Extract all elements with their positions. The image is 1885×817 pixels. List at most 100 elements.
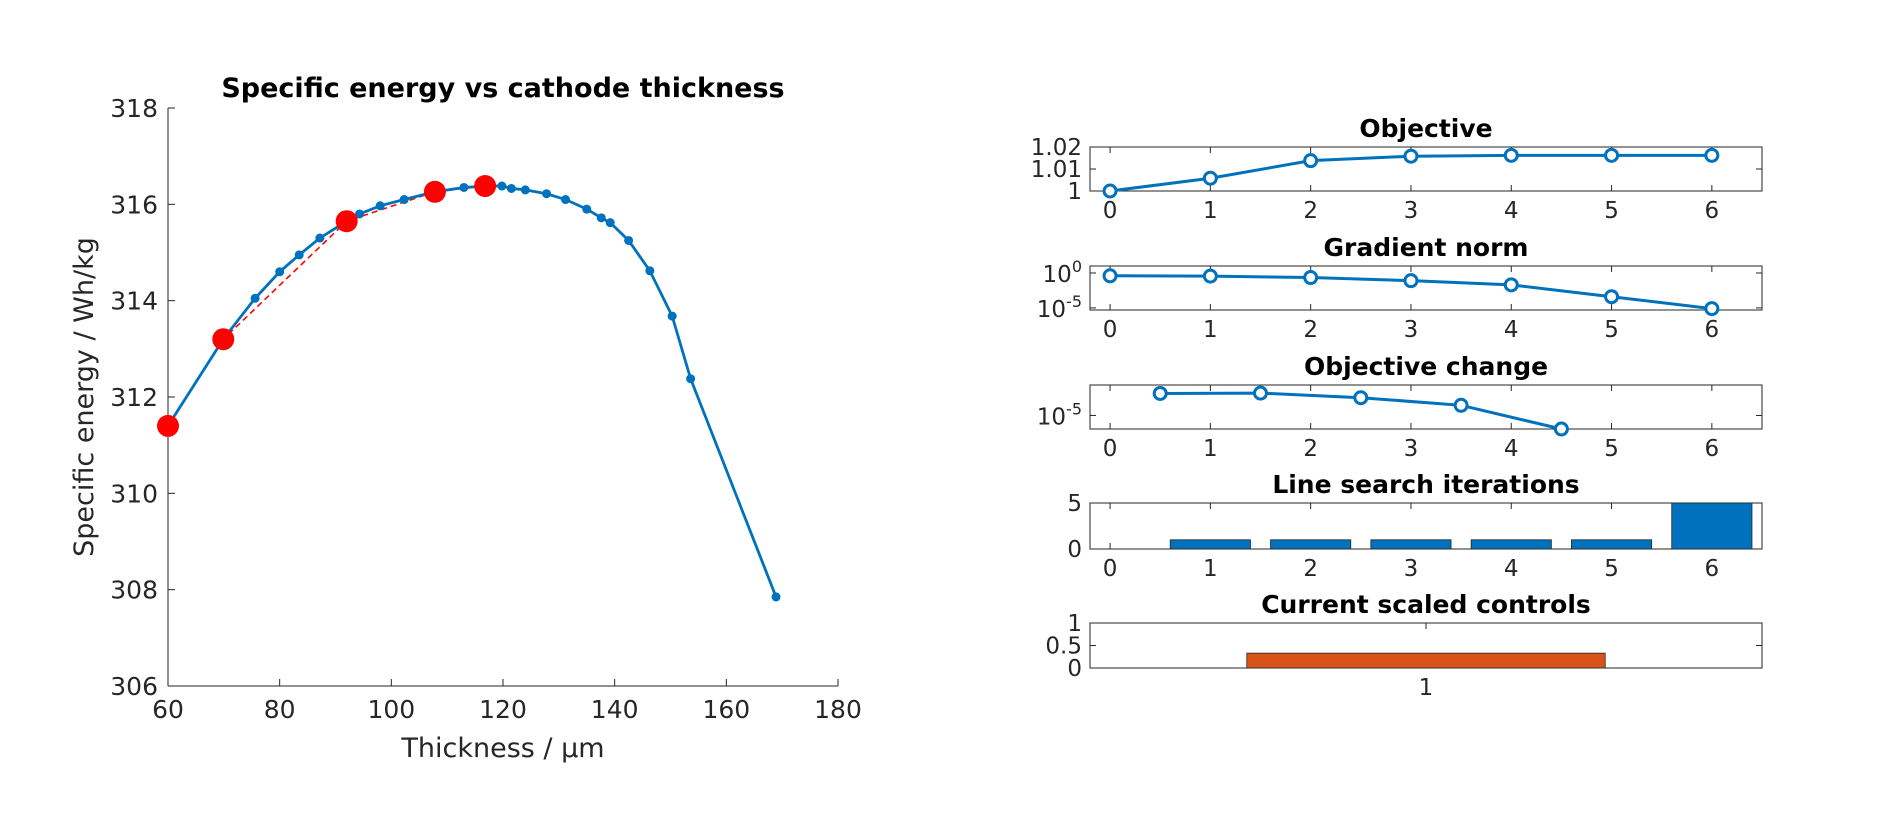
panel-data-point	[1604, 147, 1620, 163]
panel-x-tick-label: 1	[1203, 198, 1218, 224]
red-marker-point	[423, 180, 446, 203]
y-tick-label: 306	[110, 672, 158, 701]
blue-data-point	[355, 209, 365, 219]
panel-title: Line search iterations	[1272, 470, 1579, 499]
panel-bar	[1470, 539, 1552, 550]
blue-data-point	[582, 204, 592, 214]
blue-data-point	[605, 218, 615, 228]
red-marker-point	[474, 175, 497, 198]
panel-data-point	[1152, 385, 1168, 401]
blue-data-point	[771, 592, 781, 602]
blue-data-point	[596, 213, 606, 223]
panel-title: Objective change	[1304, 352, 1548, 381]
panel-box	[1089, 265, 1763, 311]
panel-x-tick-label: 0	[1103, 556, 1118, 582]
chart-title: Specific energy vs cathode thickness	[221, 73, 784, 104]
panel-bar	[1370, 539, 1452, 550]
panel-x-tick-label: 5	[1604, 317, 1619, 343]
panel-x-tick-label: 2	[1303, 198, 1318, 224]
panel-x-tick-label: 3	[1404, 556, 1419, 582]
panel-y-tick-label: 0	[1067, 537, 1082, 563]
panel-y-tick-label: 5	[1067, 491, 1082, 517]
panel-y-tick-label: 10-5	[1037, 292, 1082, 323]
blue-data-point	[294, 250, 304, 260]
panel-x-tick-label: 4	[1504, 198, 1519, 224]
x-tick-label: 120	[479, 695, 527, 724]
x-tick-label: 140	[591, 695, 639, 724]
y-tick-label: 314	[110, 287, 158, 316]
panel-y-tick-label: 1	[1067, 179, 1082, 205]
blue-data-point	[250, 293, 260, 303]
panel-x-tick-label: 1	[1203, 317, 1218, 343]
tick-exponent: 0	[1072, 257, 1082, 276]
panel-x-tick-label: 6	[1705, 556, 1720, 582]
panel-box	[1089, 384, 1763, 430]
tick-base: 10	[1043, 262, 1072, 288]
tick-base: 10	[1037, 297, 1066, 323]
x-tick-label: 80	[264, 695, 296, 724]
panel-y-tick-label: 0	[1067, 656, 1082, 682]
blue-data-point	[459, 182, 469, 192]
panel-data-point	[1353, 390, 1369, 406]
blue-data-point	[275, 267, 285, 277]
x-axis-label: Thickness / µm	[400, 733, 604, 764]
x-tick-label: 160	[702, 695, 750, 724]
panel-box	[1089, 146, 1763, 192]
panel-x-tick-label: 6	[1705, 317, 1720, 343]
panel-x-tick-label: 4	[1504, 317, 1519, 343]
panel-y-tick-label: 100	[1043, 257, 1082, 288]
y-tick-label: 312	[110, 383, 158, 412]
panel-data-point	[1553, 421, 1569, 437]
panel-x-tick-label: 4	[1504, 436, 1519, 462]
panel-data-point	[1403, 273, 1419, 289]
blue-data-point	[375, 201, 385, 211]
panel-data-point	[1704, 301, 1720, 317]
panel-y-tick-label: 1.02	[1031, 135, 1082, 161]
blue-data-point	[624, 235, 634, 245]
panel-data-point	[1202, 268, 1218, 284]
panel-data-point	[1704, 147, 1720, 163]
blue-data-point	[561, 195, 571, 205]
panel-x-tick-label: 1	[1203, 436, 1218, 462]
panel-x-tick-label: 3	[1404, 317, 1419, 343]
panel-x-tick-label: 3	[1404, 198, 1419, 224]
y-tick-label: 310	[110, 479, 158, 508]
panel-x-tick-label: 5	[1604, 198, 1619, 224]
panel-x-tick-label: 0	[1103, 436, 1118, 462]
panel-data-point	[1503, 277, 1519, 293]
blue-data-point	[520, 185, 530, 195]
panel-data-point	[1102, 183, 1118, 199]
panel-data-point	[1202, 170, 1218, 186]
blue-data-point	[686, 374, 696, 384]
panel-data-point	[1503, 147, 1519, 163]
panel-x-tick-label: 5	[1604, 556, 1619, 582]
panel-bar	[1246, 652, 1606, 669]
panel-y-tick-label: 1.01	[1031, 157, 1082, 183]
panel-x-tick-label: 2	[1303, 317, 1318, 343]
panel-bar	[1671, 502, 1753, 550]
panel-bar	[1169, 539, 1251, 550]
panel-x-tick-label: 1	[1203, 556, 1218, 582]
panel-y-tick-label: 10-5	[1037, 399, 1082, 430]
tick-base: 10	[1037, 404, 1066, 430]
panel-data-point	[1453, 397, 1469, 413]
panel-x-tick-label: 4	[1504, 556, 1519, 582]
blue-data-point	[315, 233, 325, 243]
x-tick-label: 60	[152, 695, 184, 724]
panel-data-point	[1403, 148, 1419, 164]
panel-y-tick-label: 0.5	[1045, 634, 1082, 660]
panel-data-point	[1303, 153, 1319, 169]
blue-data-point	[667, 311, 677, 321]
blue-data-point	[645, 266, 655, 276]
panel-title: Current scaled controls	[1261, 590, 1591, 619]
tick-exponent: -5	[1066, 399, 1082, 418]
blue-data-point	[497, 181, 507, 191]
panel-x-tick-label: 2	[1303, 436, 1318, 462]
red-marker-point	[157, 414, 179, 437]
y-tick-label: 316	[110, 190, 158, 219]
y-axis-label: Specific energy / Wh/kg	[69, 237, 100, 557]
tick-exponent: -5	[1066, 292, 1082, 311]
panel-title: Gradient norm	[1324, 233, 1529, 262]
panel-x-tick-label: 6	[1705, 436, 1720, 462]
